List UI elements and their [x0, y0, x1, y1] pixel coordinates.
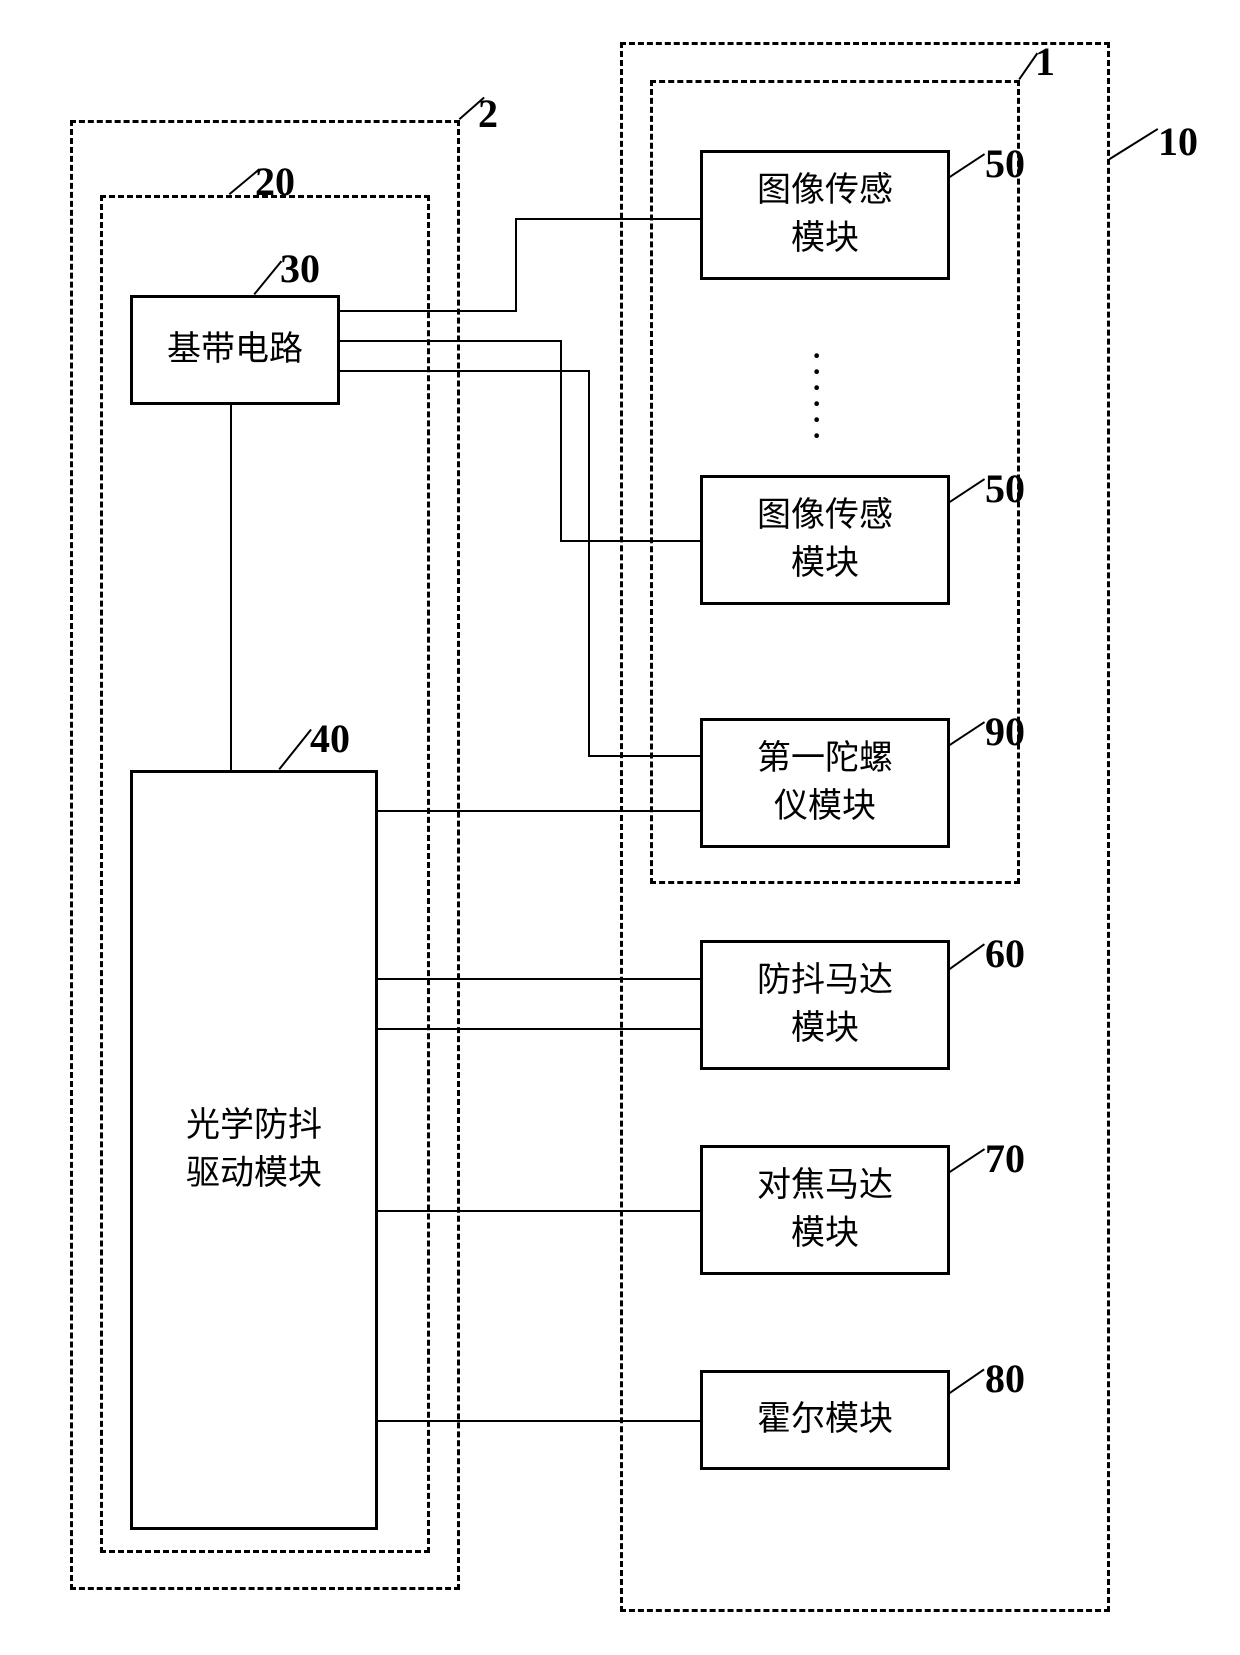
connector — [378, 810, 700, 812]
connector — [560, 540, 700, 542]
module-baseband: 基带电路 — [130, 295, 340, 405]
vertical-ellipsis: · · · · · · — [810, 348, 823, 444]
ref-label-antishake-motor: 60 — [985, 930, 1025, 977]
ref-label-hall: 80 — [985, 1355, 1025, 1402]
module-antishake-motor: 防抖马达 模块 — [700, 940, 950, 1070]
ref-label-1: 1 — [1035, 38, 1055, 85]
connector — [378, 978, 700, 980]
module-gyro: 第一陀螺 仪模块 — [700, 718, 950, 848]
connector — [378, 1028, 700, 1030]
module-image-sensor-2: 图像传感 模块 — [700, 475, 950, 605]
ref-label-image-sensor-1: 50 — [985, 140, 1025, 187]
connector — [378, 1210, 700, 1212]
module-ois-driver: 光学防抖 驱动模块 — [130, 770, 378, 1530]
ref-label-focus-motor: 70 — [985, 1135, 1025, 1182]
connector — [515, 218, 517, 312]
connector — [378, 1420, 700, 1422]
connector — [340, 370, 588, 372]
ref-label-gyro: 90 — [985, 708, 1025, 755]
module-focus-motor: 对焦马达 模块 — [700, 1145, 950, 1275]
module-image-sensor-1: 图像传感 模块 — [700, 150, 950, 280]
connector — [588, 755, 700, 757]
ref-label-ois-driver: 40 — [310, 715, 350, 762]
ref-label-10: 10 — [1158, 118, 1198, 165]
connector — [230, 405, 232, 770]
leader-line — [1109, 128, 1158, 160]
connector — [340, 340, 560, 342]
connector — [588, 370, 590, 755]
ref-label-baseband: 30 — [280, 245, 320, 292]
module-hall: 霍尔模块 — [700, 1370, 950, 1470]
connector — [340, 310, 515, 312]
ref-label-image-sensor-2: 50 — [985, 465, 1025, 512]
ref-label-20: 20 — [255, 158, 295, 205]
connector — [515, 218, 700, 220]
